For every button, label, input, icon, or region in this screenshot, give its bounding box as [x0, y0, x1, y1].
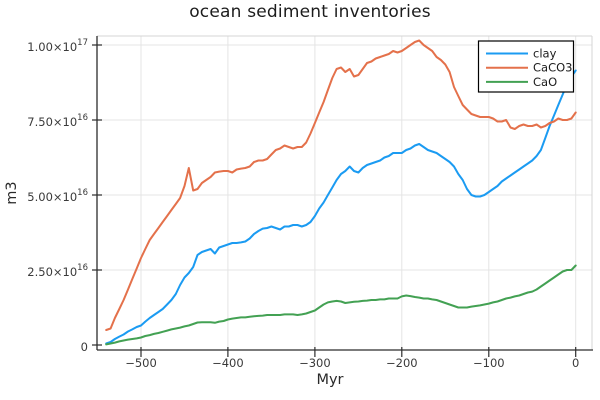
- series-line-CaO: [105, 264, 577, 346]
- legend-label-CaCO3: CaCO3: [533, 61, 572, 75]
- legend-label-clay: clay: [533, 47, 557, 61]
- legend-label-CaO: CaO: [533, 75, 557, 89]
- y-tick-label: 1.00×1017: [27, 38, 88, 54]
- x-tick-label: −400: [212, 356, 244, 370]
- y-tick-label: 2.50×1016: [27, 263, 88, 279]
- x-tick-label: −500: [125, 356, 157, 370]
- x-axis-label: Myr: [316, 372, 344, 388]
- x-tick-label: −300: [299, 356, 331, 370]
- y-tick-label: 5.00×1016: [27, 188, 88, 204]
- series-line-CaCO3: [105, 39, 577, 331]
- x-tick-label: −100: [473, 356, 505, 370]
- legend-box: [477, 40, 575, 93]
- y-axis-label: m3: [4, 181, 20, 205]
- y-tick-label: 7.50×1016: [27, 113, 88, 129]
- series-line-clay: [105, 69, 577, 345]
- x-tick-label: 0: [572, 356, 579, 370]
- x-tick-label: −200: [386, 356, 418, 370]
- y-tick-label: 0: [81, 340, 88, 354]
- chart-title: ocean sediment inventories: [189, 2, 431, 22]
